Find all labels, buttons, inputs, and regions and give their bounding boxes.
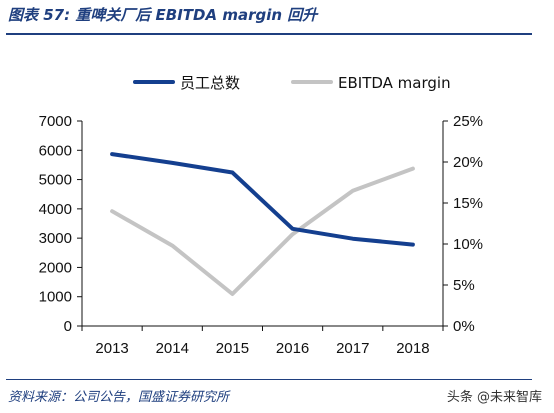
right-tick-label: 10%: [453, 236, 483, 253]
watermark: 头条 @未来智库: [446, 390, 542, 405]
left-tick-label: 1000: [39, 289, 72, 306]
right-tick-label: 0%: [453, 318, 475, 335]
x-tick-label: 2017: [336, 340, 369, 357]
title-divider: [6, 33, 532, 35]
series-line-employees: [110, 152, 415, 247]
left-tick-label: 4000: [39, 201, 72, 218]
left-tick-label: 7000: [39, 113, 72, 130]
x-tick-label: 2018: [396, 340, 429, 357]
right-tick-label: 15%: [453, 195, 483, 212]
x-tick-label: 2014: [156, 340, 189, 357]
series-layer: [110, 152, 415, 296]
left-tick-label: 5000: [39, 172, 72, 189]
source-divider: [6, 379, 532, 380]
left-tick-label: 6000: [39, 142, 72, 159]
left-tick-label: 0: [64, 318, 72, 335]
left-axis-ticks: 0 1000 2000 3000 4000 5000 6000 7000: [39, 113, 82, 335]
right-tick-label: 5%: [453, 277, 475, 294]
right-tick-label: 20%: [453, 154, 483, 171]
x-axis-ticks: 2013 2014 2015 2016 2017 2018: [81, 326, 444, 357]
figure-title: 图表 57: 重啤关厂后 EBITDA margin 回升: [8, 6, 318, 24]
x-tick-label: 2015: [216, 340, 249, 357]
right-tick-label: 25%: [453, 113, 483, 130]
left-tick-label: 3000: [39, 230, 72, 247]
x-tick-label: 2013: [95, 340, 128, 357]
x-tick-label: 2016: [276, 340, 309, 357]
series-line-ebitda-margin: [110, 166, 415, 296]
legend-label-ebitda: EBITDA margin: [338, 74, 451, 92]
chart-legend: 员工总数 EBITDA margin: [133, 74, 451, 92]
legend-label-employees: 员工总数: [180, 74, 240, 92]
source-note: 资料来源：公司公告，国盛证券研究所: [8, 390, 230, 405]
left-tick-label: 2000: [39, 259, 72, 276]
right-axis-ticks: 0% 5% 10% 15% 20% 25%: [443, 113, 483, 335]
